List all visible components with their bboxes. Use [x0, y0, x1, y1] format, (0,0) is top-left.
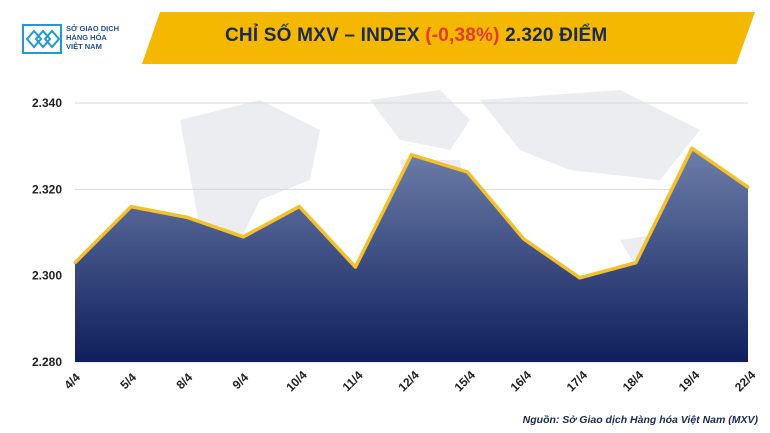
y-tick-label: 2.320 — [32, 182, 62, 196]
logo-text: SỞ GIAO DỊCH HÀNG HÓA VIỆT NAM — [66, 24, 146, 51]
data-point — [410, 153, 413, 157]
data-point — [73, 261, 77, 265]
data-point — [185, 215, 189, 219]
data-point — [241, 235, 245, 239]
logo-box — [10, 12, 160, 64]
title-change: (-0,38%) — [425, 25, 500, 46]
x-tick-label: 4/4 — [61, 370, 83, 392]
x-tick-label: 12/4 — [395, 368, 422, 395]
data-point — [297, 205, 301, 209]
y-tick-label: 2.280 — [32, 355, 62, 369]
data-point — [690, 146, 694, 150]
title-suffix: 2.320 ĐIỂM — [499, 25, 608, 46]
x-tick-label: 17/4 — [564, 368, 591, 395]
data-point — [634, 261, 638, 265]
logo-line-3: VIỆT NAM — [66, 42, 102, 51]
x-tick-label: 8/4 — [173, 370, 195, 392]
x-tick-label: 16/4 — [508, 368, 535, 395]
data-point — [353, 265, 357, 269]
mxv-logo-icon — [22, 24, 62, 54]
data-point — [466, 170, 470, 174]
data-point — [522, 237, 526, 241]
title-prefix: CHỈ SỐ MXV – INDEX — [225, 25, 426, 46]
x-tick-label: 19/4 — [676, 368, 703, 395]
data-point — [578, 276, 582, 280]
x-tick-label: 22/4 — [732, 368, 759, 395]
x-tick-label: 18/4 — [620, 368, 647, 395]
logo-line-2: HÀNG HÓA — [66, 33, 107, 42]
x-tick-label: 9/4 — [230, 370, 252, 392]
y-tick-label: 2.300 — [32, 269, 62, 283]
y-tick-label: 2.340 — [32, 96, 62, 110]
chart-title: CHỈ SỐ MXV – INDEX (-0,38%) 2.320 ĐIỂM — [225, 25, 607, 53]
x-tick-label: 10/4 — [283, 368, 310, 395]
x-tick-label: 15/4 — [452, 368, 479, 395]
x-tick-label: 11/4 — [340, 368, 366, 394]
x-tick-label: 5/4 — [117, 370, 139, 392]
data-point — [746, 185, 750, 189]
series-area — [75, 148, 748, 362]
data-point — [129, 205, 133, 209]
source-note: Nguồn: Sở Giao dịch Hàng hóa Việt Nam (M… — [522, 414, 758, 426]
logo-line-1: SỞ GIAO DỊCH — [66, 24, 120, 33]
